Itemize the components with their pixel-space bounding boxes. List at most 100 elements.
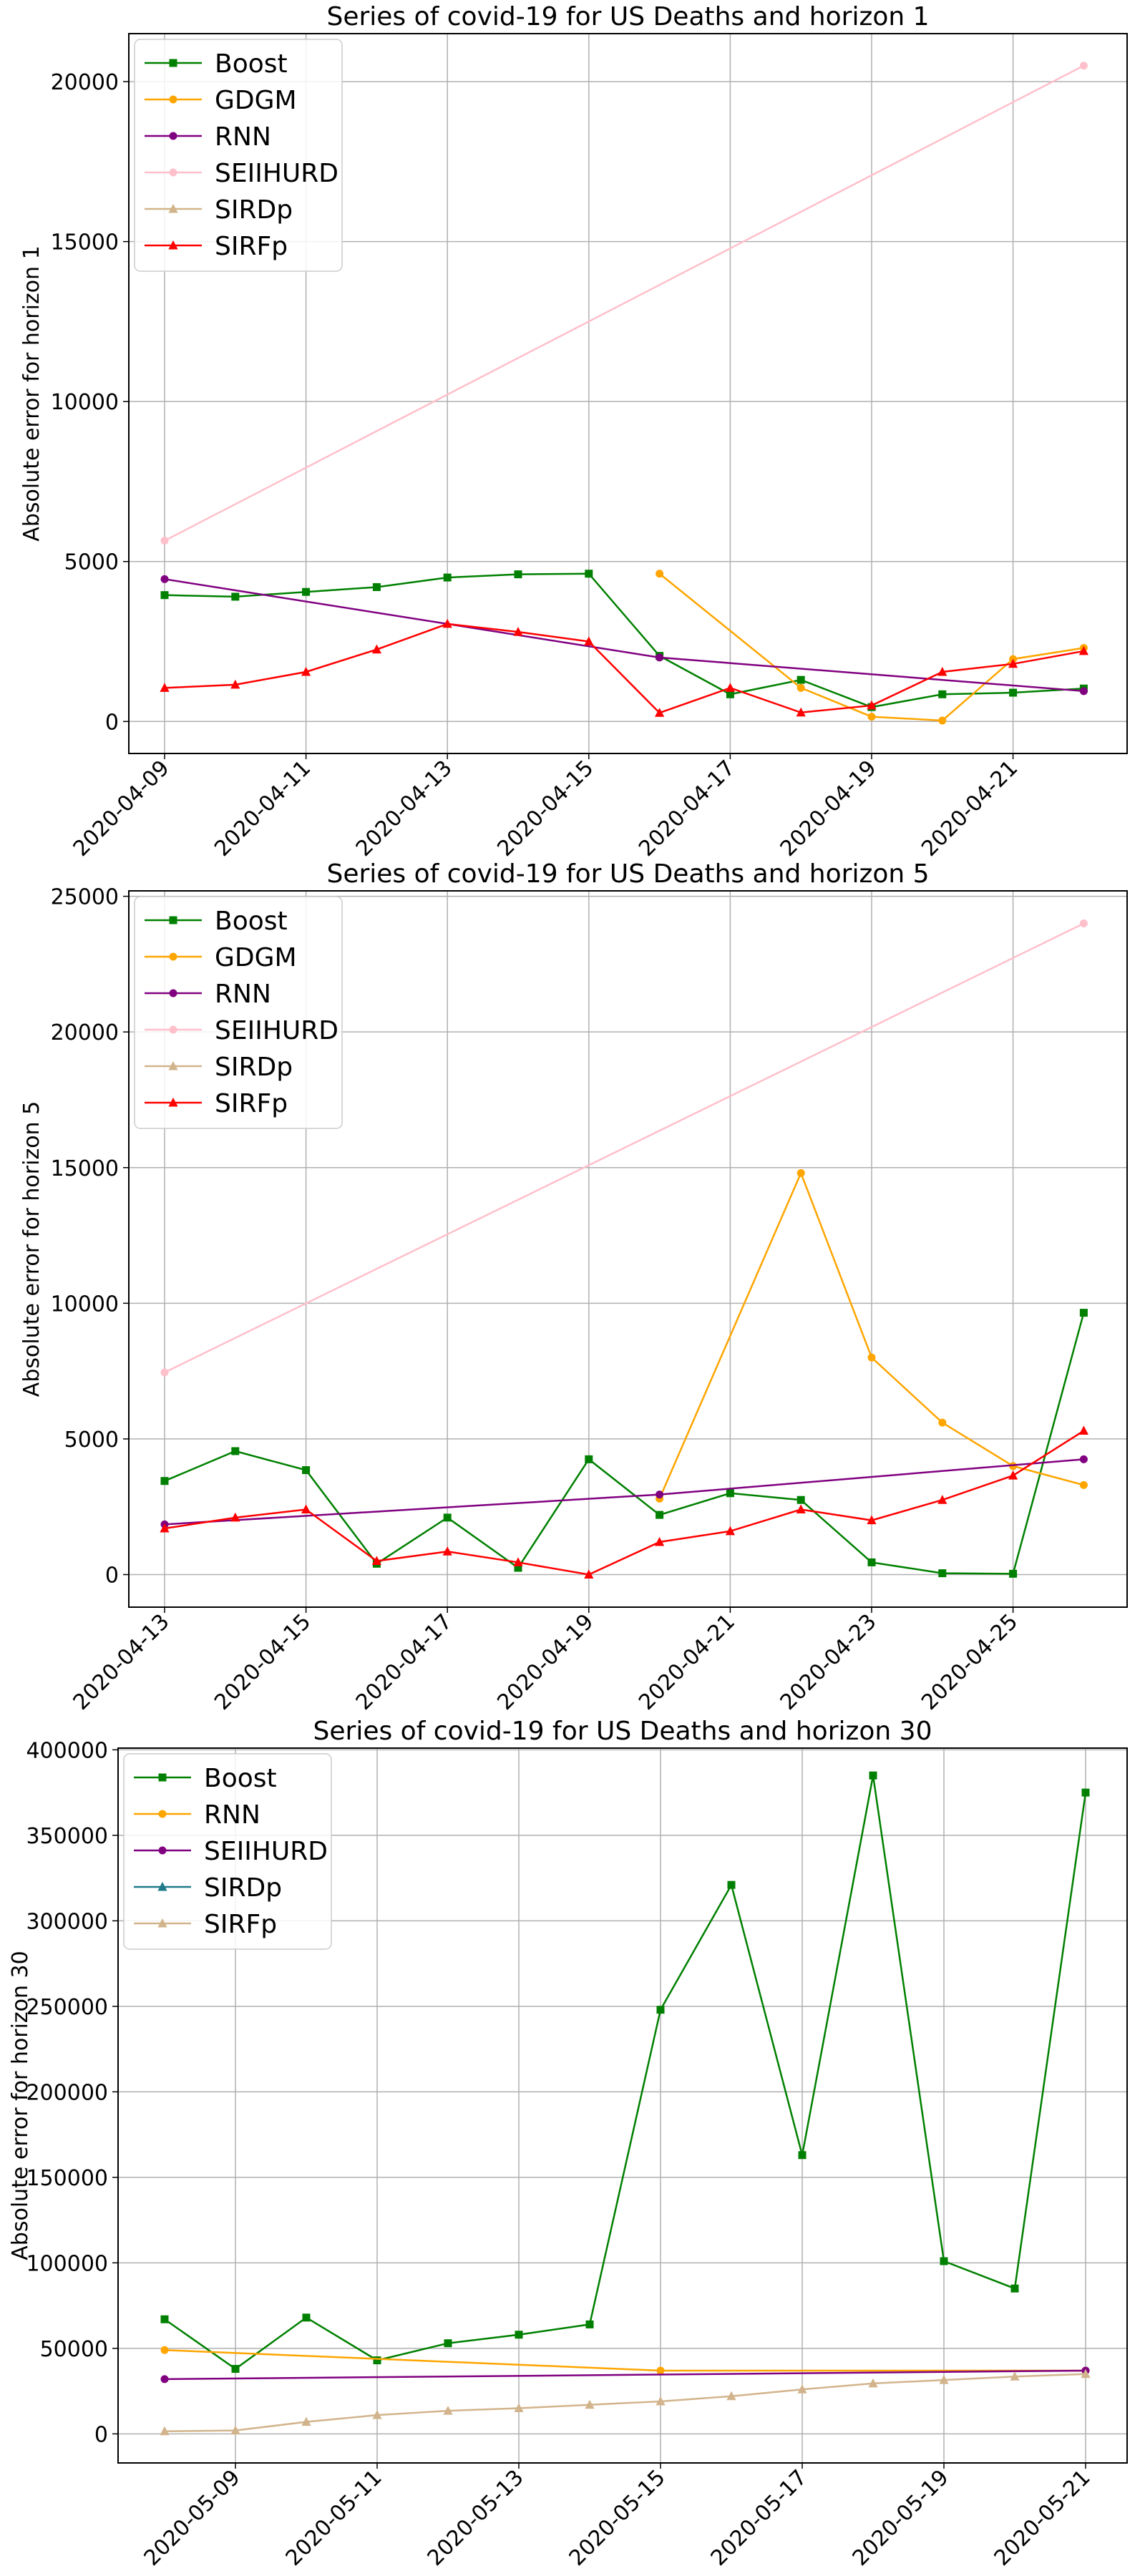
x-tick-label: 2020-05-15 — [565, 2465, 671, 2571]
y-tick-label: 0 — [105, 1563, 119, 1589]
data-point — [937, 1495, 947, 1504]
x-tick-label: 2020-04-11 — [210, 756, 316, 862]
data-point — [584, 1569, 594, 1579]
legend-marker — [169, 95, 177, 104]
data-point — [796, 683, 805, 692]
plot-frame — [128, 890, 1128, 1608]
series-boost — [160, 1771, 1090, 2373]
data-point — [160, 2346, 169, 2354]
data-point — [160, 1523, 170, 1533]
series-line — [164, 2373, 1086, 2433]
x-tick-label: 2020-04-09 — [69, 756, 175, 862]
data-point — [656, 2366, 665, 2375]
x-tick-label: 2020-05-09 — [140, 2465, 245, 2571]
data-point — [371, 644, 381, 654]
y-axis-label: Absolute error for horizon 1 — [19, 245, 44, 541]
data-point — [585, 570, 593, 578]
y-tick-label: 250000 — [26, 1995, 108, 2020]
data-point — [160, 591, 169, 600]
legend-box — [134, 39, 343, 272]
data-point — [796, 675, 805, 684]
data-point — [230, 679, 240, 689]
data-point — [231, 2365, 240, 2373]
legend-marker — [169, 168, 177, 177]
data-point — [867, 700, 877, 710]
y-tick-label: 10000 — [51, 390, 119, 415]
data-point — [230, 2425, 240, 2435]
data-point — [655, 708, 665, 717]
y-tick-label: 15000 — [51, 230, 119, 255]
legend-marker — [158, 1810, 167, 1818]
data-point — [372, 2409, 382, 2419]
data-point — [938, 1569, 947, 1578]
data-point — [1079, 62, 1088, 70]
data-point — [656, 1511, 664, 1519]
data-point — [725, 683, 735, 692]
legend-marker — [157, 1918, 167, 1928]
legend-marker — [158, 1846, 167, 1855]
data-point — [231, 1447, 240, 1455]
x-tick-label: 2020-05-17 — [706, 2465, 812, 2571]
y-tick-label: 5000 — [64, 550, 119, 575]
data-point — [585, 1455, 593, 1463]
y-axis-label: Absolute error for horizon 30 — [8, 1951, 33, 2260]
data-point — [585, 2399, 595, 2409]
data-point — [726, 1489, 734, 1498]
y-axis-label: Absolute error for horizon 5 — [19, 1101, 44, 1397]
legend: Boost GDGM RNN SEIIHURD SIRDp SIRFp — [134, 896, 343, 1129]
data-point — [231, 592, 240, 601]
data-point — [301, 1504, 311, 1513]
legend-entry: SIRDp — [204, 1873, 282, 1903]
series-line — [164, 1312, 1085, 1575]
series-sirfp — [160, 1425, 1088, 1579]
data-point — [798, 2151, 807, 2160]
data-point — [727, 1880, 736, 1889]
data-point — [1010, 2371, 1020, 2381]
data-point — [444, 2339, 452, 2348]
series-line — [658, 1171, 1084, 1499]
data-point — [726, 2391, 736, 2401]
series-sirfp — [160, 618, 1088, 717]
series-rnn — [160, 575, 1088, 696]
data-point — [867, 713, 876, 721]
legend-entry: SEIIHURD — [215, 1016, 338, 1045]
data-point — [513, 626, 523, 636]
data-point — [302, 587, 311, 596]
series-gdgm — [656, 570, 1088, 725]
data-point — [160, 1477, 169, 1485]
legend-entry: GDGM — [215, 943, 297, 972]
data-point — [1008, 658, 1018, 668]
y-tick-label: 50000 — [40, 2337, 108, 2362]
data-point — [515, 2331, 523, 2339]
data-point — [584, 636, 594, 646]
y-tick-label: 15000 — [51, 1156, 119, 1181]
legend-entry: RNN — [204, 1800, 260, 1830]
x-tick-label: 2020-04-21 — [634, 1609, 740, 1715]
series-rnn — [160, 1455, 1088, 1528]
y-tick-label: 200000 — [26, 2080, 108, 2105]
legend-entry: SEIIHURD — [215, 159, 338, 188]
data-point — [726, 690, 734, 698]
data-point — [655, 1536, 665, 1546]
data-point — [371, 1556, 381, 1566]
data-point — [867, 1558, 876, 1566]
legend: Boost RNN SEIIHURD SIRDp SIRFp — [123, 1753, 332, 1950]
data-point — [939, 2374, 949, 2384]
data-point — [160, 2375, 169, 2384]
data-point — [1010, 2284, 1019, 2293]
data-point — [1078, 645, 1088, 655]
data-point — [302, 1466, 311, 1475]
series-line — [164, 2369, 1086, 2381]
legend-box — [134, 896, 343, 1129]
y-tick-label: 100000 — [26, 2251, 108, 2276]
data-point — [514, 2403, 524, 2413]
legend-entry: RNN — [215, 980, 271, 1009]
series-gdgm — [656, 1169, 1088, 1503]
y-tick-label: 400000 — [26, 1738, 108, 1763]
data-point — [1009, 1462, 1018, 1470]
x-tick-label: 2020-04-21 — [917, 756, 1023, 862]
y-tick-label: 5000 — [64, 1428, 119, 1453]
data-point — [938, 690, 947, 698]
x-tick-label: 2020-04-17 — [634, 756, 740, 862]
legend-entry: RNN — [215, 122, 271, 152]
